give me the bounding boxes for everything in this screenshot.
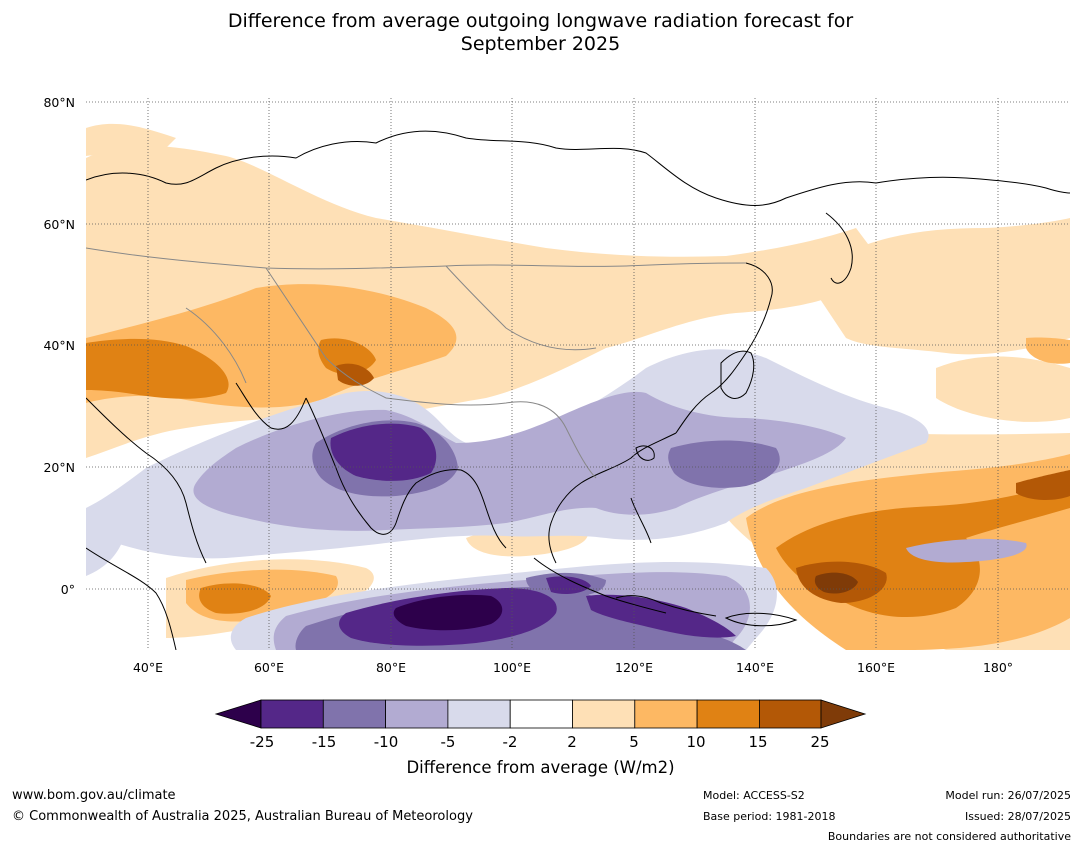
colorbar-extend-low: [214, 699, 262, 729]
lon-label-40e: 40°E: [132, 660, 164, 675]
lat-label-60n: 60°N: [43, 217, 75, 232]
colorbar-tick: -2: [502, 733, 518, 751]
colorbar-title: Difference from average (W/m2): [406, 758, 675, 777]
lon-label-160e: 160°E: [856, 660, 896, 675]
title-line-1: Difference from average outgoing longwav…: [227, 10, 854, 32]
colorbar-tick: -10: [373, 733, 399, 751]
colorbar-band-minus2-2: [509, 699, 573, 729]
colorbar-band-10-15: [696, 699, 760, 729]
model-run-date: Model run: 26/07/2025: [945, 789, 1071, 802]
colorbar-band-5-10: [634, 699, 698, 729]
colorbar-band-minus10-minus5: [385, 699, 449, 729]
colorbar-band-minus5-minus2: [447, 699, 511, 729]
copyright-notice: © Commonwealth of Australia 2025, Austra…: [12, 809, 473, 824]
colorbar-band-2-5: [572, 699, 636, 729]
colorbar-tick: 15: [748, 733, 768, 751]
lat-label-20n: 20°N: [43, 460, 75, 475]
colorbar-band-minus15-minus10: [322, 699, 386, 729]
negative-anomaly-below-25: [393, 594, 503, 631]
coastlines: [86, 130, 1070, 650]
anomaly-map: [86, 98, 1070, 650]
colorbar-tick: -5: [440, 733, 456, 751]
positive-anomaly-above-25: [814, 572, 858, 594]
lat-label-0: 0°: [60, 582, 75, 597]
colorbar-tick: 5: [629, 733, 639, 751]
country-borders: [86, 247, 747, 479]
colorbar-tick: 2: [567, 733, 577, 751]
lon-label-80e: 80°E: [375, 660, 407, 675]
colorbar-band-minus25-minus15: [260, 699, 324, 729]
website-link[interactable]: www.bom.gov.au/climate: [12, 788, 176, 803]
lat-label-40n: 40°N: [43, 338, 75, 353]
colorbar: [214, 699, 867, 729]
boundaries-disclaimer: Boundaries are not considered authoritat…: [827, 830, 1071, 843]
colorbar-extend-high: [820, 699, 867, 729]
lon-label-60e: 60°E: [253, 660, 285, 675]
colorbar-tick: -15: [311, 733, 337, 751]
gridlines: [86, 98, 1070, 650]
lon-label-100e: 100°E: [492, 660, 532, 675]
colorbar-tick: -25: [249, 733, 275, 751]
colorbar-band-15-25: [759, 699, 822, 729]
colorbar-tick: 10: [686, 733, 706, 751]
lon-label-120e: 120°E: [614, 660, 654, 675]
model-name: Model: ACCESS-S2: [703, 789, 805, 802]
lon-label-140e: 140°E: [735, 660, 775, 675]
base-period: Base period: 1981-2018: [703, 810, 836, 823]
lon-label-180: 180°: [982, 660, 1014, 675]
lat-label-80n: 80°N: [43, 95, 75, 110]
map-canvas: [86, 98, 1070, 650]
title-line-2: September 2025: [460, 33, 621, 55]
colorbar-tick: 25: [810, 733, 830, 751]
issued-date: Issued: 28/07/2025: [964, 810, 1071, 823]
map-title: Difference from average outgoing longwav…: [0, 10, 1081, 56]
